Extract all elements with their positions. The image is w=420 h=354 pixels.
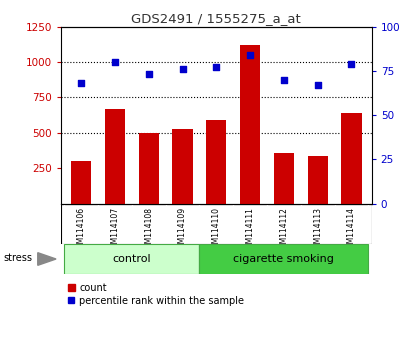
Point xyxy=(348,61,355,67)
Point xyxy=(281,77,287,82)
Bar xyxy=(274,153,294,204)
Point xyxy=(247,52,253,58)
Text: GSM114114: GSM114114 xyxy=(347,207,356,253)
Text: GSM114111: GSM114111 xyxy=(246,207,255,253)
Text: GSM114106: GSM114106 xyxy=(77,207,86,253)
Text: GSM114112: GSM114112 xyxy=(279,207,289,253)
Bar xyxy=(200,244,368,274)
Point xyxy=(213,64,220,70)
Bar xyxy=(64,244,200,274)
Bar xyxy=(307,156,328,204)
Text: GSM114113: GSM114113 xyxy=(313,207,322,253)
Text: GSM114107: GSM114107 xyxy=(110,207,119,253)
Bar xyxy=(139,133,159,204)
Text: GSM114109: GSM114109 xyxy=(178,207,187,253)
Title: GDS2491 / 1555275_a_at: GDS2491 / 1555275_a_at xyxy=(131,12,301,25)
Bar xyxy=(206,120,226,204)
Point xyxy=(78,80,84,86)
Point xyxy=(112,59,118,65)
Text: control: control xyxy=(113,254,151,264)
Point xyxy=(145,72,152,77)
Point xyxy=(314,82,321,88)
Bar xyxy=(172,129,193,204)
Bar xyxy=(240,45,260,204)
Text: cigarette smoking: cigarette smoking xyxy=(234,254,334,264)
Bar xyxy=(105,109,125,204)
Bar xyxy=(71,161,91,204)
Bar xyxy=(341,113,362,204)
Text: stress: stress xyxy=(3,253,32,263)
Text: GSM114110: GSM114110 xyxy=(212,207,221,253)
Polygon shape xyxy=(38,253,56,266)
Text: GSM114108: GSM114108 xyxy=(144,207,153,253)
Point xyxy=(179,66,186,72)
Legend: count, percentile rank within the sample: count, percentile rank within the sample xyxy=(64,279,248,310)
